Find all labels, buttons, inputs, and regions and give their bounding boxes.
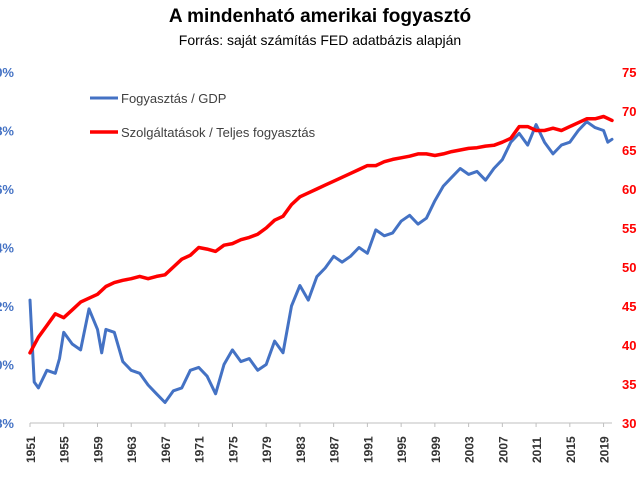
y-right-tick-label: 55 bbox=[622, 221, 636, 236]
y-right-tick-label: 30 bbox=[622, 416, 636, 431]
x-tick-label: 2015 bbox=[564, 436, 578, 463]
y-right-tick-label: 50 bbox=[622, 260, 636, 275]
x-tick-label: 1967 bbox=[159, 436, 173, 463]
y-left-tick-label: 62% bbox=[0, 299, 14, 314]
x-tick-label: 2003 bbox=[463, 436, 477, 463]
y-right-tick-label: 65 bbox=[622, 143, 636, 158]
x-tick-label: 1963 bbox=[125, 436, 139, 463]
series-line-fogyasztas-gdp bbox=[28, 120, 614, 404]
x-tick-label: 1979 bbox=[260, 436, 274, 463]
y-right-tick-label: 70 bbox=[622, 104, 636, 119]
y-left-tick-label: 60% bbox=[0, 358, 14, 373]
x-tick-label: 2019 bbox=[598, 436, 612, 463]
x-tick-label: 2007 bbox=[496, 436, 510, 463]
x-tick-label: 1955 bbox=[58, 436, 72, 463]
legend-label: Szolgáltatások / Teljes fogyasztás bbox=[121, 125, 316, 140]
x-tick-label: 1975 bbox=[226, 436, 240, 463]
x-tick-label: 2011 bbox=[530, 437, 544, 463]
x-tick-label: 1991 bbox=[361, 436, 375, 463]
y-right-tick-label: 40 bbox=[622, 338, 636, 353]
x-tick-label: 1995 bbox=[395, 436, 409, 463]
y-right-tick-label: 75 bbox=[622, 65, 636, 80]
y-left-tick-label: 58% bbox=[0, 416, 14, 431]
y-right-tick-label: 45 bbox=[622, 299, 636, 314]
x-tick-label: 1987 bbox=[328, 436, 342, 463]
y-left-tick-label: 66% bbox=[0, 182, 14, 197]
legend-label: Fogyasztás / GDP bbox=[121, 91, 226, 106]
y-left-tick-label: 70% bbox=[0, 65, 14, 80]
chart-subtitle: Forrás: saját számítás FED adatbázis ala… bbox=[178, 32, 462, 48]
y-left-tick-label: 68% bbox=[0, 124, 14, 139]
x-tick-label: 1971 bbox=[193, 436, 207, 463]
y-right-tick-label: 35 bbox=[622, 377, 636, 392]
y-left-tick-label: 64% bbox=[0, 241, 14, 256]
series-line-szolgaltatasok bbox=[28, 114, 614, 355]
x-tick-label: 1951 bbox=[24, 436, 38, 463]
y-right-tick-label: 60 bbox=[622, 182, 636, 197]
x-tick-label: 1983 bbox=[294, 436, 308, 463]
x-tick-label: 1999 bbox=[429, 436, 443, 463]
x-tick-label: 1959 bbox=[91, 436, 105, 463]
chart-title: A mindenható amerikai fogyasztó bbox=[168, 6, 472, 27]
